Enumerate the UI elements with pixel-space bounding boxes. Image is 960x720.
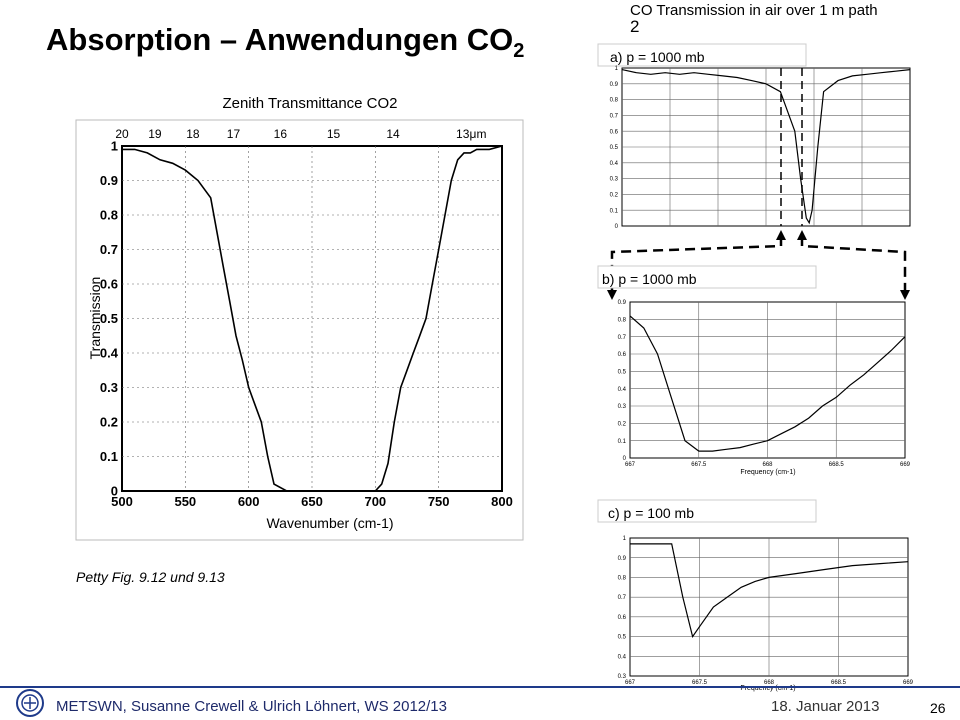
y-tick-label: 0.8 [100,208,118,223]
panel-c-label-box [597,499,817,523]
series-line [122,145,503,492]
x-tick-label: 667.5 [692,680,708,686]
y-tick-label: 0.4 [610,161,619,167]
y-tick-label: 0.8 [618,576,627,582]
page-number: 26 [930,700,946,716]
footer-divider [0,686,960,688]
series-line [621,69,911,225]
top-tick-label: 18 [186,127,200,141]
y-tick-label: 0.7 [618,335,627,341]
series-line [630,543,909,639]
figure-caption: Petty Fig. 9.12 und 9.13 [76,569,225,585]
y-tick-label: 1 [111,139,118,154]
y-tick-label: 0.4 [618,387,627,393]
x-tick-label: 668.5 [829,462,845,468]
y-tick-label: 0.9 [100,173,118,188]
x-axis-label: Frequency (cm-1) [740,469,795,476]
y-tick-label: 0.6 [618,615,627,621]
y-tick-label: 0.9 [618,556,627,562]
x-tick-label: 667.5 [691,462,707,468]
y-tick-label: 0.5 [100,311,118,326]
x-tick-label: 700 [364,494,386,509]
y-tick-label: 0.8 [618,317,627,323]
y-tick-label: 0.2 [100,415,118,430]
y-tick-label: 0.3 [100,380,118,395]
y-tick-label: 0.2 [610,193,619,199]
arrowhead-up-icon [776,230,786,240]
y-tick-label: 0.7 [100,242,118,257]
y-tick-label: 0.1 [618,439,627,445]
y-tick-label: 0 [623,456,627,462]
y-tick-label: 0.3 [618,674,627,680]
panel-c-title: c) p = 100 mb [608,505,694,521]
y-tick-label: 0.9 [610,82,619,88]
y-tick-label: 1 [615,66,619,72]
right-figure-title: CO Transmission in air over 1 m path 2 [630,2,878,36]
top-tick-label: 19 [148,127,162,141]
top-tick-label: 14 [386,127,400,141]
y-tick-label: 0.4 [618,654,627,660]
panel-a-label-box [597,43,807,67]
main-figure-border [75,119,524,541]
y-tick-label: 1 [623,536,627,542]
panel-b-title: b) p = 1000 mb [602,271,697,287]
y-tick-label: 0.1 [100,449,118,464]
panel-b-label-box [597,265,817,289]
y-tick-label: 0.2 [618,421,627,427]
x-tick-label: 550 [174,494,196,509]
y-tick-label: 0 [111,484,118,499]
x-tick-label: 669 [903,680,914,686]
y-tick-label: 0.6 [610,129,619,135]
x-tick-label: 650 [301,494,323,509]
arrowhead-down-icon [900,290,910,300]
y-tick-label: 0.7 [618,595,627,601]
x-tick-label: 600 [238,494,260,509]
y-tick-label: 0.3 [610,177,619,183]
top-tick-label: 20 [115,127,129,141]
y-tick-label: 0 [615,224,619,230]
university-logo-icon [16,689,44,717]
x-tick-label: 667 [625,680,636,686]
x-tick-label: 668 [764,680,775,686]
y-tick-label: 0.8 [610,98,619,104]
top-tick-label: 15 [327,127,341,141]
top-tick-label: 16 [274,127,288,141]
top-tick-label: 13 [456,127,470,141]
footer-date: 18. Januar 2013 [771,698,880,715]
y-tick-label: 0.7 [610,114,619,120]
x-tick-label: 667 [625,462,636,468]
y-axis-label: Transmission [87,277,103,360]
zoom-arrow-right [800,236,907,292]
panel-a-title: a) p = 1000 mb [610,49,705,65]
footer-credit: METSWN, Susanne Crewell & Ulrich Löhnert… [56,698,447,715]
y-tick-label: 0.5 [618,635,627,641]
top-axis-unit: μm [470,127,487,141]
y-tick-label: 0.9 [618,300,627,306]
slide-title: Absorption – Anwendungen CO2 [46,22,525,63]
x-tick-label: 668.5 [831,680,847,686]
x-tick-label: 500 [111,494,133,509]
y-tick-label: 0.5 [610,145,619,151]
y-tick-label: 0.6 [100,277,118,292]
chart-title: Zenith Transmittance CO2 [222,95,397,112]
y-tick-label: 0.3 [618,404,627,410]
x-tick-label: 800 [491,494,513,509]
y-tick-label: 0.4 [100,346,119,361]
x-axis-label: Wavenumber (cm-1) [266,515,393,531]
series-line [629,315,906,452]
arrowhead-down-icon [607,290,617,300]
x-tick-label: 750 [428,494,450,509]
top-tick-label: 17 [227,127,241,141]
x-axis-label: Frequency (cm-1) [740,685,795,692]
x-tick-label: 669 [900,462,911,468]
y-tick-label: 0.1 [610,208,619,214]
x-tick-label: 668 [762,462,773,468]
arrowhead-up-icon [797,230,807,240]
y-tick-label: 0.6 [618,352,627,358]
y-tick-label: 0.5 [618,369,627,375]
